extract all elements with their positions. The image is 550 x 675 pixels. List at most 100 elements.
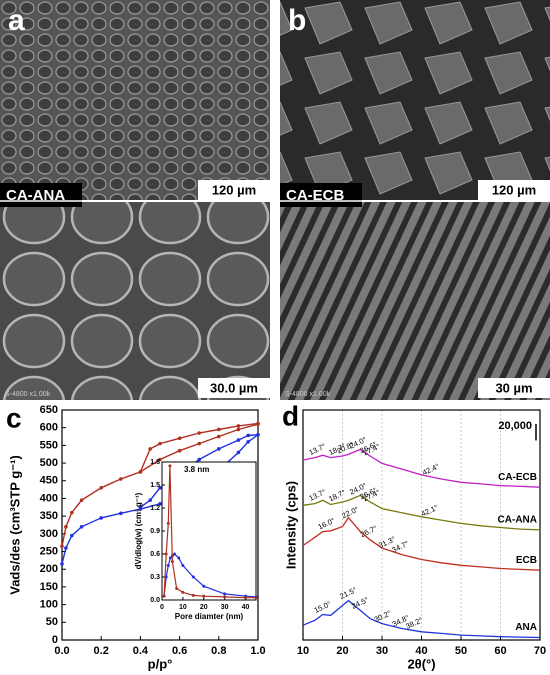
inset-y-tick-label: 1.5 bbox=[150, 482, 160, 489]
y-tick-label: 300 bbox=[40, 528, 58, 540]
isotherm-point bbox=[217, 447, 221, 451]
peak-label: 42.4° bbox=[421, 462, 441, 478]
isotherm-point bbox=[148, 447, 152, 451]
y-tick-label: 650 bbox=[40, 404, 58, 416]
inset-y-tick-label: 0.3 bbox=[150, 574, 160, 581]
isotherm-line bbox=[139, 422, 259, 473]
isotherm-point bbox=[79, 498, 84, 503]
xrd-line bbox=[302, 516, 541, 571]
sample-label: CA-ECB bbox=[286, 187, 344, 204]
isotherm-point bbox=[158, 457, 162, 462]
pore-point bbox=[168, 556, 172, 560]
isotherm-point bbox=[246, 433, 250, 438]
isotherm-point bbox=[256, 421, 260, 426]
panel-letter: b bbox=[288, 4, 306, 37]
isotherm-point bbox=[99, 486, 103, 490]
sem-image bbox=[280, 0, 550, 200]
isotherm-point bbox=[256, 432, 260, 437]
x-tick-label: 20 bbox=[336, 645, 348, 657]
panel-letter: d bbox=[282, 400, 299, 431]
pore-point bbox=[254, 596, 258, 600]
pore-point bbox=[223, 595, 227, 599]
y-tick-label: 600 bbox=[40, 422, 58, 434]
instrument-label: S-4800 x1.00k bbox=[285, 391, 331, 398]
pore-point bbox=[181, 590, 185, 594]
y-tick-label: 250 bbox=[40, 545, 58, 557]
sem-image bbox=[280, 202, 550, 400]
isotherm-point bbox=[138, 505, 143, 510]
isotherm-point bbox=[64, 546, 68, 550]
y-tick-label: 100 bbox=[40, 599, 58, 611]
series-label: CA-ANA bbox=[498, 515, 537, 526]
inset-y-tick-label: 0.0 bbox=[150, 597, 160, 604]
inset-x-tick-label: 0 bbox=[160, 604, 164, 611]
inset-x-label: Pore diamter (nm) bbox=[175, 612, 244, 621]
x-axis-label: p/p° bbox=[148, 656, 173, 671]
isotherm-point bbox=[119, 511, 123, 516]
sem-image bbox=[0, 202, 270, 400]
isotherm-point bbox=[99, 516, 103, 520]
x-tick-label: 1.0 bbox=[250, 645, 265, 657]
scale-box bbox=[478, 378, 550, 398]
peak-label: 15.0° bbox=[313, 599, 333, 615]
peak-label: 13.7° bbox=[308, 442, 328, 458]
pore-point bbox=[244, 596, 248, 600]
isotherm-point bbox=[236, 438, 241, 442]
instrument-label: S-4800 x1.00k bbox=[5, 391, 51, 398]
y-tick-label: 400 bbox=[40, 492, 58, 504]
isotherm-point bbox=[79, 524, 84, 529]
isotherm-point bbox=[177, 448, 182, 453]
inset-x-tick-label: 10 bbox=[179, 604, 187, 611]
pore-point bbox=[166, 564, 170, 567]
plot-frame bbox=[61, 409, 259, 641]
sem-image bbox=[0, 0, 270, 200]
isotherm-point bbox=[197, 431, 201, 435]
x-tick-label: 0.8 bbox=[211, 645, 226, 657]
isotherm-point bbox=[158, 501, 162, 506]
isotherm-point bbox=[197, 457, 201, 462]
scale-label: 30.0 µm bbox=[210, 380, 258, 395]
panel-letter: c bbox=[6, 402, 22, 433]
y-axis-label: Vads/des (cm³STP g⁻¹) bbox=[7, 455, 22, 595]
isotherm-point bbox=[217, 434, 221, 439]
pore-point bbox=[168, 464, 172, 468]
peak-label: 30.2° bbox=[373, 609, 393, 625]
y-tick-label: 150 bbox=[40, 581, 58, 593]
series-label: ECB bbox=[516, 555, 537, 566]
pore-point bbox=[202, 594, 206, 598]
x-tick-label: 0.6 bbox=[172, 645, 187, 657]
scale-box bbox=[478, 180, 550, 200]
xrd-line bbox=[302, 599, 541, 639]
peak-label: 26.7° bbox=[359, 524, 379, 540]
pore-point bbox=[175, 587, 179, 590]
inset-x-tick-label: 30 bbox=[221, 604, 229, 611]
inset-x-tick-label: 40 bbox=[242, 604, 250, 611]
isotherm-point bbox=[236, 424, 241, 428]
series-label: CA-ECB bbox=[498, 472, 537, 483]
y-tick-label: 500 bbox=[40, 457, 58, 469]
x-axis-label: 2θ(°) bbox=[407, 656, 435, 671]
peak-label: 22.0° bbox=[340, 505, 360, 521]
x-tick-label: 0.2 bbox=[94, 645, 109, 657]
label-box bbox=[0, 183, 82, 207]
inset-y-label: dV/dlog(w) (cm³ g⁻¹) bbox=[134, 492, 143, 569]
x-tick-label: 70 bbox=[534, 645, 546, 657]
xrd-line bbox=[302, 448, 541, 488]
isotherm-point bbox=[148, 498, 152, 503]
pore-point bbox=[223, 592, 227, 596]
x-tick-label: 10 bbox=[297, 645, 309, 657]
pore-point bbox=[181, 564, 185, 567]
inset-x-tick-label: 20 bbox=[200, 604, 208, 611]
isotherm-point bbox=[158, 486, 162, 490]
scale-label: 120 µm bbox=[212, 182, 256, 197]
isotherm-point bbox=[236, 427, 241, 432]
peak-label: 24.5° bbox=[350, 595, 370, 611]
isotherm-point bbox=[217, 427, 221, 432]
isotherm-point bbox=[236, 450, 241, 455]
pore-point bbox=[202, 584, 206, 588]
scale-label: 30 µm bbox=[495, 380, 532, 395]
plot-frame bbox=[302, 409, 541, 641]
isotherm-point bbox=[119, 477, 123, 481]
y-axis-label: Intensity (cps) bbox=[283, 481, 298, 569]
